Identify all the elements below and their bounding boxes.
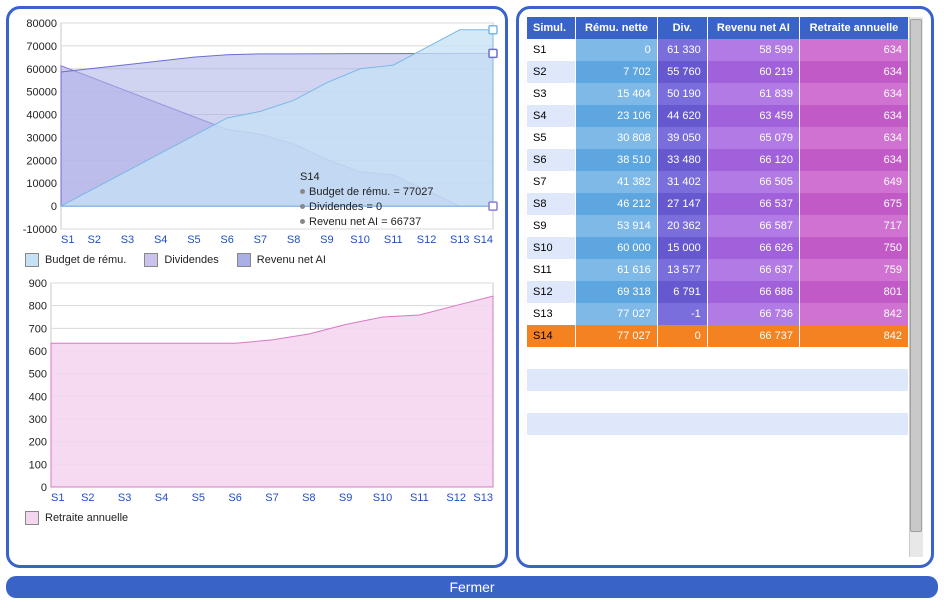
legend-item-retraite: Retraite annuelle xyxy=(25,511,128,525)
table-row[interactable]: S1061 33058 599634 xyxy=(527,39,909,61)
svg-text:0: 0 xyxy=(41,482,47,494)
table-row[interactable]: S638 51033 48066 120634 xyxy=(527,149,909,171)
tooltip-line: Revenu net AI = 66737 xyxy=(300,215,433,230)
svg-text:900: 900 xyxy=(29,278,47,290)
chart-tooltip: S14 Budget de rému. = 77027 Dividendes =… xyxy=(300,170,433,229)
svg-text:800: 800 xyxy=(29,301,47,313)
svg-text:S13: S13 xyxy=(473,492,493,504)
table-row[interactable]: S846 21227 14766 537675 xyxy=(527,193,909,215)
svg-text:S10: S10 xyxy=(350,234,370,246)
svg-text:S5: S5 xyxy=(187,234,200,246)
tooltip-line: Dividendes = 0 xyxy=(300,200,433,215)
table-row[interactable]: S530 80839 05065 079634 xyxy=(527,127,909,149)
svg-text:S8: S8 xyxy=(287,234,300,246)
table-scroll[interactable]: Simul.Rému. netteDiv.Revenu net AIRetrai… xyxy=(527,17,923,557)
table-row[interactable]: S741 38231 40266 505649 xyxy=(527,171,909,193)
table-header[interactable]: Retraite annuelle xyxy=(799,17,908,39)
table-row[interactable]: S1161 61613 57766 637759 xyxy=(527,259,909,281)
table-panel: Simul.Rému. netteDiv.Revenu net AIRetrai… xyxy=(516,6,934,568)
svg-text:S12: S12 xyxy=(417,234,437,246)
legend-item-revenu: Revenu net AI xyxy=(237,253,326,267)
svg-text:S11: S11 xyxy=(410,492,429,504)
table-row[interactable]: S953 91420 36266 587717 xyxy=(527,215,909,237)
chart-budget-dividendes-revenu: -10000 0 10000 20000 30000 40000 50000 60000 700… xyxy=(17,17,497,247)
simulation-table: Simul.Rému. netteDiv.Revenu net AIRetrai… xyxy=(527,17,909,435)
close-button[interactable]: Fermer xyxy=(6,576,938,598)
svg-text:S11: S11 xyxy=(384,234,403,246)
svg-text:S1: S1 xyxy=(61,234,74,246)
svg-text:S14: S14 xyxy=(473,234,493,246)
table-row[interactable]: S1269 3186 79166 686801 xyxy=(527,281,909,303)
table-row[interactable]: S1377 027-166 736842 xyxy=(527,303,909,325)
svg-text:S7: S7 xyxy=(254,234,267,246)
svg-text:S6: S6 xyxy=(228,492,241,504)
svg-text:S2: S2 xyxy=(81,492,94,504)
tooltip-title: S14 xyxy=(300,170,433,185)
svg-text:20000: 20000 xyxy=(26,155,57,167)
table-row[interactable]: S315 40450 19061 839634 xyxy=(527,83,909,105)
table-header[interactable]: Simul. xyxy=(527,17,576,39)
svg-text:S6: S6 xyxy=(220,234,233,246)
svg-text:S12: S12 xyxy=(446,492,466,504)
svg-text:-10000: -10000 xyxy=(23,224,57,236)
chart1-legend: Budget de rému. Dividendes Revenu net AI xyxy=(17,247,497,277)
table-header[interactable]: Div. xyxy=(657,17,707,39)
svg-text:300: 300 xyxy=(29,414,47,426)
scrollbar-thumb[interactable] xyxy=(910,19,922,532)
svg-text:500: 500 xyxy=(29,369,47,381)
table-header[interactable]: Rému. nette xyxy=(576,17,657,39)
svg-text:S3: S3 xyxy=(121,234,134,246)
table-row[interactable]: S1477 027066 737842 xyxy=(527,325,909,347)
legend-item-budget: Budget de rému. xyxy=(25,253,126,267)
svg-text:80000: 80000 xyxy=(26,18,57,30)
svg-text:0: 0 xyxy=(51,201,57,213)
svg-text:S7: S7 xyxy=(265,492,278,504)
table-header[interactable]: Revenu net AI xyxy=(707,17,799,39)
tooltip-line: Budget de rému. = 77027 xyxy=(300,185,433,200)
svg-text:700: 700 xyxy=(29,323,47,335)
svg-text:S9: S9 xyxy=(339,492,352,504)
svg-text:S10: S10 xyxy=(373,492,393,504)
svg-text:S2: S2 xyxy=(87,234,100,246)
svg-text:400: 400 xyxy=(29,391,47,403)
svg-text:S3: S3 xyxy=(118,492,131,504)
svg-text:100: 100 xyxy=(29,459,47,471)
table-row[interactable]: S423 10644 62063 459634 xyxy=(527,105,909,127)
legend-item-dividendes: Dividendes xyxy=(144,253,218,267)
charts-panel: -10000 0 10000 20000 30000 40000 50000 60000 700… xyxy=(6,6,508,568)
svg-text:S13: S13 xyxy=(450,234,470,246)
table-row[interactable]: S27 70255 76060 219634 xyxy=(527,61,909,83)
svg-text:S1: S1 xyxy=(51,492,64,504)
svg-text:600: 600 xyxy=(29,346,47,358)
scrollbar[interactable] xyxy=(909,17,923,557)
svg-text:S4: S4 xyxy=(154,234,167,246)
svg-text:30000: 30000 xyxy=(26,132,57,144)
svg-text:S8: S8 xyxy=(302,492,315,504)
svg-text:50000: 50000 xyxy=(26,87,57,99)
svg-text:10000: 10000 xyxy=(26,178,57,190)
svg-text:S4: S4 xyxy=(155,492,168,504)
table-row[interactable]: S1060 00015 00066 626750 xyxy=(527,237,909,259)
svg-text:S5: S5 xyxy=(192,492,205,504)
svg-text:60000: 60000 xyxy=(26,64,57,76)
svg-text:200: 200 xyxy=(29,437,47,449)
chart2-legend: Retraite annuelle xyxy=(17,505,497,535)
svg-text:S9: S9 xyxy=(320,234,333,246)
chart-retraite: 0 100 200 300 400 500 600 700 800 900 S1 S2 S3 S4 S5 S6… xyxy=(17,277,497,505)
svg-text:70000: 70000 xyxy=(26,41,57,53)
svg-text:40000: 40000 xyxy=(26,110,57,122)
